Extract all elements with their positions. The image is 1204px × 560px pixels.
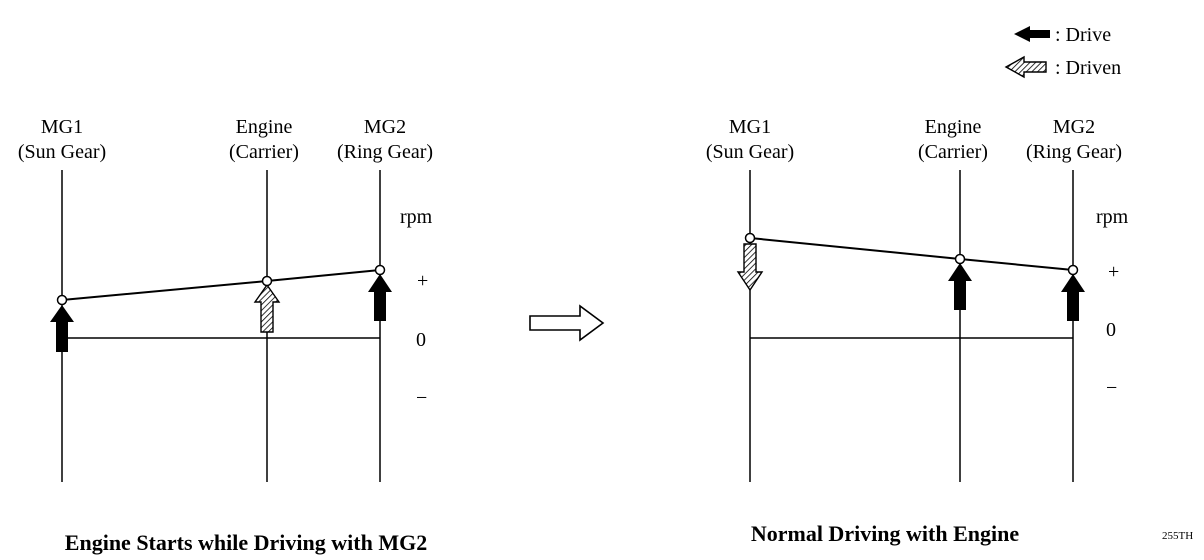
gear-subname: (Ring Gear) — [1026, 141, 1122, 163]
panel-title: Engine Starts while Driving with MG2 — [65, 530, 427, 555]
drive-arrow-icon — [50, 305, 74, 352]
gear-subname: (Sun Gear) — [706, 141, 794, 163]
panel-normal-driving: MG1 (Sun Gear) Engine (Carrier) MG2 (Rin… — [706, 116, 1129, 546]
node — [56, 294, 68, 306]
rpm-label: rpm — [400, 206, 433, 228]
driven-arrow-icon — [736, 243, 764, 292]
legend-driven-label: : Driven — [1055, 57, 1121, 79]
panel-engine-start: MG1 (Sun Gear) Engine (Carrier) MG2 (Rin… — [18, 116, 433, 555]
gear-name: MG1 — [41, 116, 83, 138]
rpm-label: rpm — [1096, 206, 1129, 228]
gear-subname: (Carrier) — [918, 141, 988, 163]
speed-line — [749, 237, 1074, 271]
figure-code: 255TH — [1162, 530, 1193, 542]
right-arrow-icon — [529, 304, 605, 342]
node — [261, 275, 273, 287]
drive-arrow-icon — [368, 274, 392, 321]
gear-name: MG2 — [1053, 116, 1095, 138]
plus-label: + — [417, 270, 428, 292]
legend: : Drive : Driven — [1004, 24, 1121, 79]
drive-legend-icon — [1014, 26, 1050, 42]
gear-subname: (Carrier) — [229, 141, 299, 163]
gear-name: Engine — [236, 116, 293, 138]
speed-line — [61, 269, 381, 301]
node — [1067, 264, 1079, 276]
zero-label: 0 — [416, 329, 426, 351]
zero-label: 0 — [1106, 319, 1116, 341]
drive-arrow-icon — [1061, 274, 1085, 321]
gear-name: MG1 — [729, 116, 771, 138]
minus-label: − — [1106, 377, 1117, 399]
node — [954, 253, 966, 265]
panel-title: Normal Driving with Engine — [751, 521, 1020, 546]
legend-drive-label: : Drive — [1055, 24, 1111, 46]
driven-arrow-icon — [253, 283, 281, 333]
node — [374, 264, 386, 276]
gear-name: Engine — [925, 116, 982, 138]
minus-label: − — [416, 387, 427, 409]
plus-label: + — [1108, 261, 1119, 283]
gear-name: MG2 — [364, 116, 406, 138]
gear-subname: (Sun Gear) — [18, 141, 106, 163]
node — [744, 232, 756, 244]
gear-subname: (Ring Gear) — [337, 141, 433, 163]
drive-arrow-icon — [948, 263, 972, 310]
driven-legend-icon — [1004, 55, 1047, 79]
